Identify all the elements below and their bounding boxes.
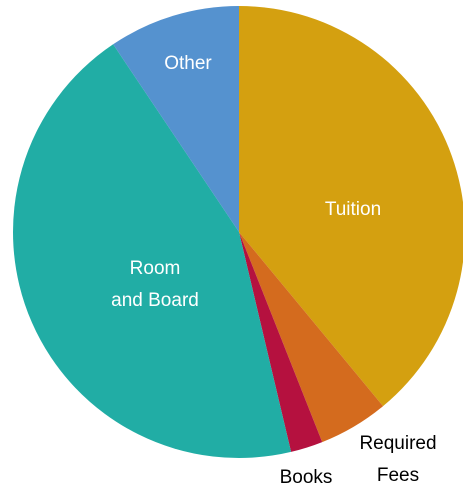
pie-slice <box>13 44 292 458</box>
pie-slice <box>239 6 463 407</box>
slice-label: Books <box>280 467 333 488</box>
slice-label: Other <box>164 53 212 74</box>
pie-slice <box>239 232 323 452</box>
slice-label: Required Fees <box>359 433 436 486</box>
slice-label: Tuition <box>325 199 381 220</box>
pie-slice <box>239 232 384 443</box>
pie-slice <box>113 5 239 232</box>
slice-label: Room and Board <box>111 258 199 311</box>
